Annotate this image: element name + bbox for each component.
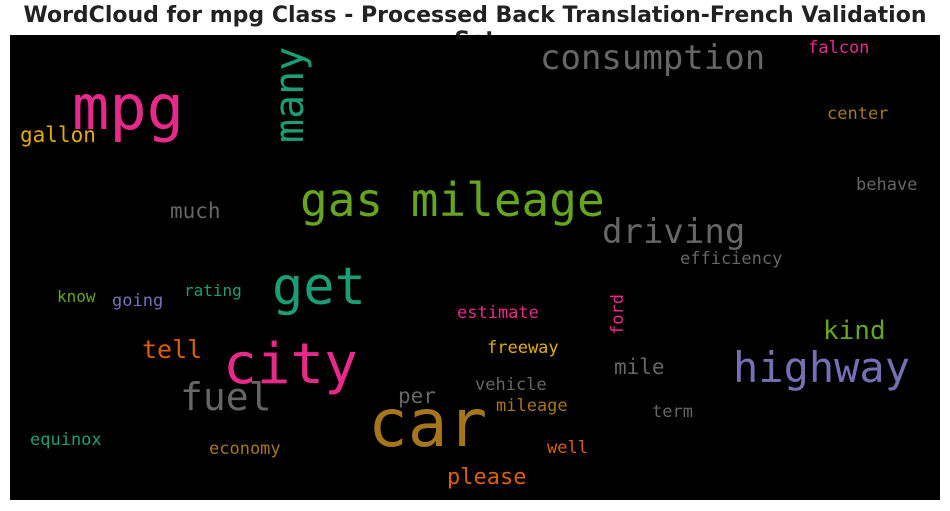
- word-economy: economy: [209, 439, 281, 459]
- chart-title: WordCloud for mpg Class - Processed Back…: [23, 3, 927, 53]
- word-estimate: estimate: [457, 303, 539, 323]
- word-city: city: [223, 332, 358, 397]
- wordcloud-canvas: mpg car city get gas mileage many highway consu…: [10, 35, 940, 500]
- word-highway: highway: [733, 343, 911, 392]
- word-going: going: [112, 291, 164, 311]
- word-center: center: [827, 104, 889, 124]
- word-well: well: [547, 438, 588, 458]
- word-falcon: falcon: [808, 38, 870, 58]
- word-rating: rating: [184, 281, 242, 300]
- word-per: per: [398, 384, 436, 408]
- word-equinox: equinox: [30, 430, 102, 450]
- word-car: car: [368, 385, 488, 462]
- word-term: term: [652, 402, 693, 422]
- word-kind: kind: [823, 316, 886, 346]
- word-mileage: mileage: [496, 396, 568, 416]
- word-efficiency: efficiency: [680, 249, 783, 269]
- word-consumption: consumption: [540, 38, 766, 78]
- word-please: please: [447, 465, 527, 490]
- word-get: get: [272, 257, 366, 317]
- word-ford: ford: [608, 294, 628, 335]
- word-driving: driving: [602, 212, 746, 252]
- word-fuel: fuel: [180, 375, 272, 419]
- word-gas-mileage: gas mileage: [300, 173, 605, 227]
- word-tell: tell: [142, 335, 203, 364]
- word-behave: behave: [856, 175, 918, 195]
- word-much: much: [170, 199, 221, 223]
- word-gallon: gallon: [20, 123, 96, 147]
- word-freeway: freeway: [487, 338, 559, 358]
- word-mpg: mpg: [72, 71, 184, 144]
- word-mile: mile: [614, 355, 665, 379]
- word-know: know: [57, 287, 96, 306]
- word-vehicle: vehicle: [475, 375, 547, 395]
- word-many: many: [267, 46, 313, 143]
